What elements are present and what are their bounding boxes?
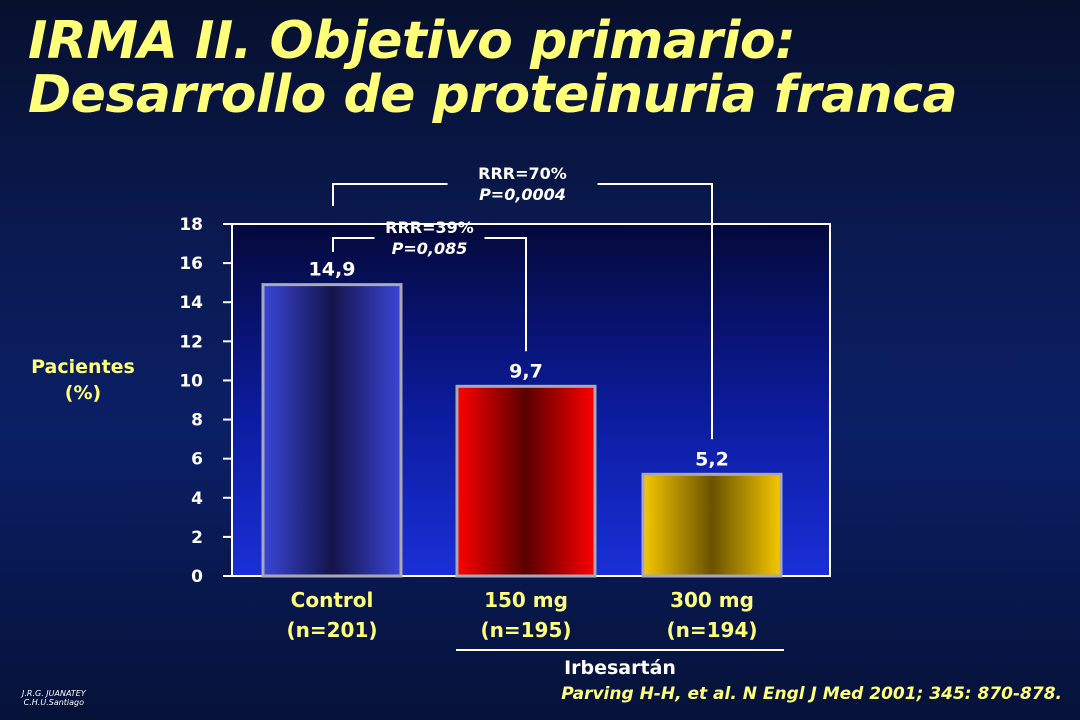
significance-annotations: RRR=70% P=0,0004 RRR=39% P=0,085 (332, 164, 713, 440)
y-tick-label: 10 (179, 371, 203, 391)
bar (641, 472, 783, 578)
group-label: Irbesartán (564, 657, 676, 679)
y-axis-label: Pacientes (%) (28, 354, 138, 406)
bars: 14,9 Control (n=201) 9,7 150 mg (n=195) 5,2 300… (261, 259, 783, 642)
p-value-label: P=0,085 (392, 239, 468, 258)
category-label-n: (n=194) (666, 618, 757, 642)
y-tick-label: 2 (191, 528, 203, 548)
title-line-2: Desarrollo de proteinuria franca (28, 65, 958, 125)
bar (455, 384, 597, 578)
credit-line-2: C.H.U.Santiago (23, 698, 85, 707)
y-tick-label: 0 (191, 567, 203, 587)
bar-value-label: 9,7 (509, 360, 543, 382)
bar-value-label: 5,2 (695, 448, 729, 470)
y-tick-label: 12 (179, 332, 203, 352)
y-tick-label: 16 (179, 254, 203, 274)
y-tick-label: 6 (191, 450, 203, 470)
bar-value-label: 14,9 (309, 259, 356, 281)
author-credit: J.R.G. JUANATEY C.H.U.Santiago (22, 689, 86, 707)
y-ticks: 0 2 4 6 8 10 12 14 16 18 (179, 215, 232, 587)
rrr-label: RRR=39% (385, 218, 474, 237)
citation: Parving H-H, et al. N Engl J Med 2001; 3… (561, 684, 1062, 704)
category-label-n: (n=201) (286, 618, 377, 642)
y-tick-label: 4 (191, 489, 203, 509)
y-tick-label: 8 (191, 411, 203, 431)
category-label: Control (291, 588, 374, 612)
y-axis-label-line-2: (%) (64, 382, 102, 404)
y-axis-label-line-1: Pacientes (31, 356, 135, 378)
bracket-left (332, 237, 375, 252)
category-label: 150 mg (484, 588, 568, 612)
rrr-label: RRR=70% (478, 164, 567, 183)
bar (261, 283, 403, 578)
bracket-left (332, 183, 448, 206)
p-value-label: P=0,0004 (479, 185, 566, 204)
y-tick-label: 18 (179, 215, 203, 235)
bracket-right (597, 183, 713, 440)
category-label-n: (n=195) (480, 618, 571, 642)
credit-line-1: J.R.G. JUANATEY (22, 689, 86, 698)
title-line-1: IRMA II. Objetivo primario: (28, 11, 796, 71)
y-tick-label: 14 (179, 293, 203, 313)
bracket-right (484, 237, 527, 352)
slide-title: IRMA II. Objetivo primario: Desarrollo d… (28, 11, 958, 125)
category-label: 300 mg (670, 588, 754, 612)
